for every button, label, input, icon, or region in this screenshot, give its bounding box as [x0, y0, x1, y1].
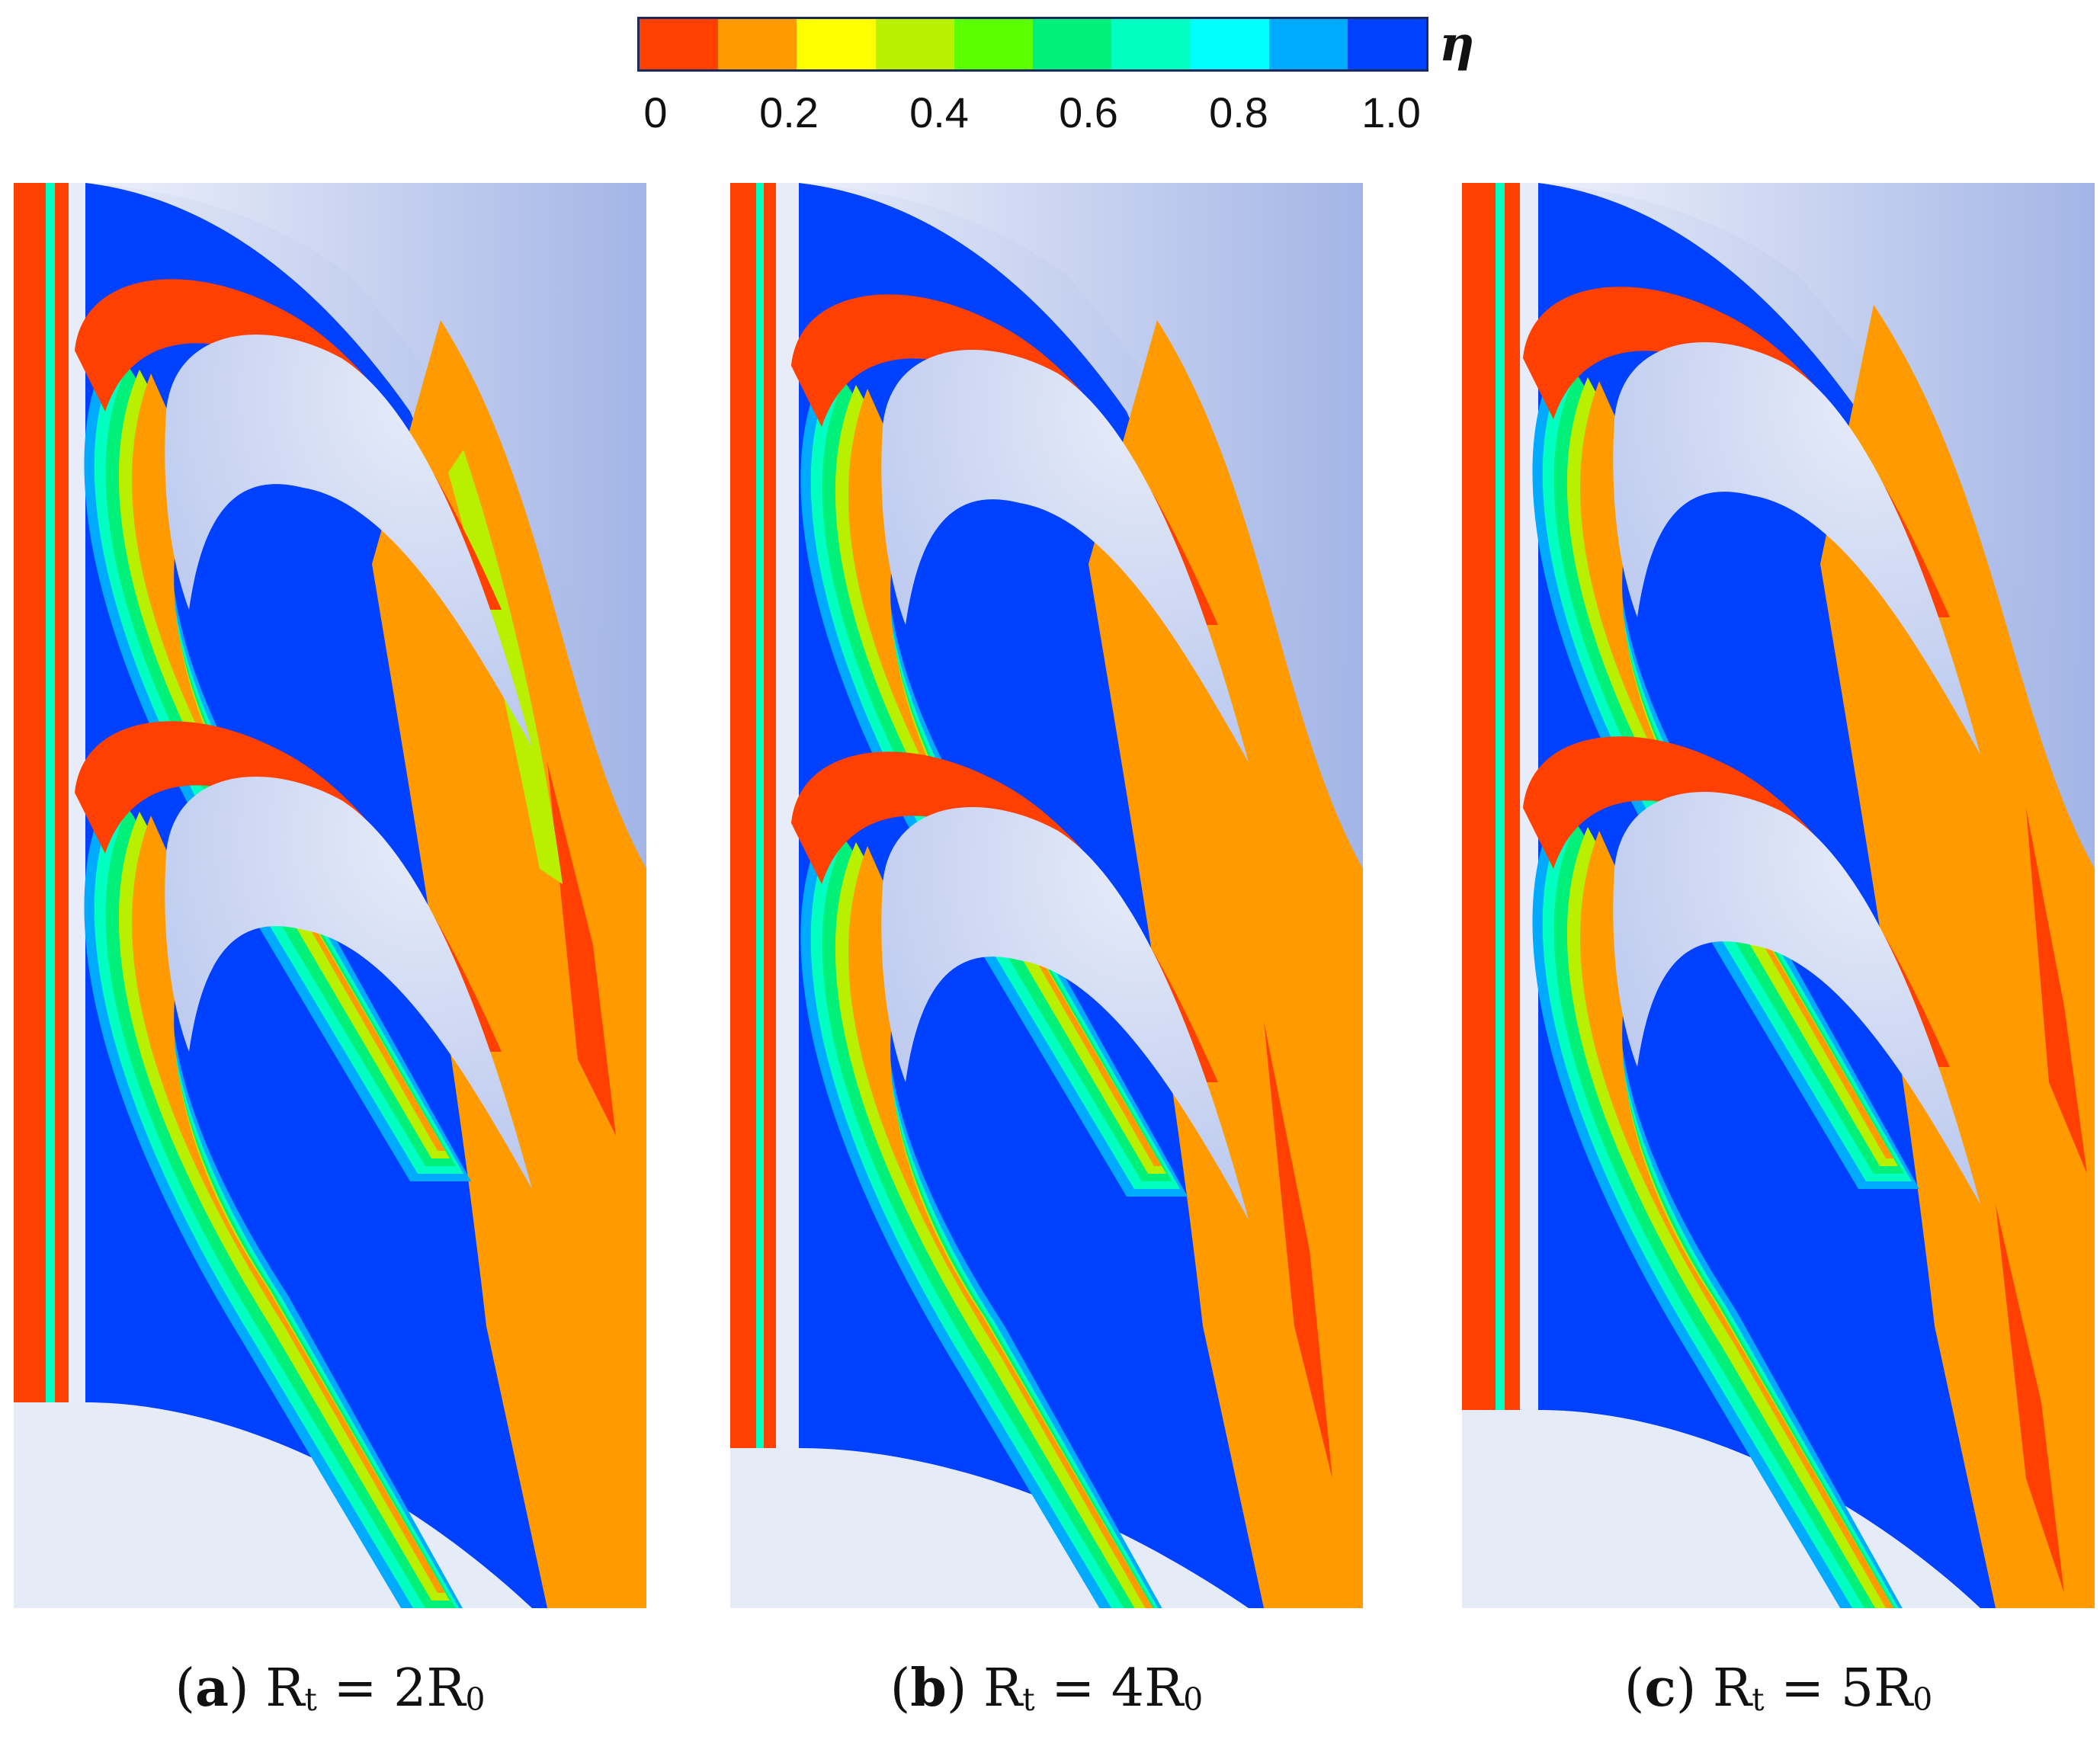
caption-a-letter: a [195, 1658, 229, 1719]
contour-panel-c [1462, 183, 2095, 1608]
colorbar-segment-7 [1111, 19, 1191, 69]
contour-plot-c [1462, 183, 2095, 1608]
caption-b-prefix: R [983, 1658, 1023, 1719]
colorbar-segment-2 [718, 19, 797, 69]
caption-c-sub2: 0 [1912, 1681, 1933, 1719]
caption-a: (a) Rt = 2R0 [175, 1658, 486, 1719]
colorbar-ticks: 0 0.2 0.4 0.6 0.8 1.0 [0, 88, 2100, 149]
caption-b-mid: = 4R [1034, 1658, 1184, 1719]
colorbar-segment-5 [954, 19, 1034, 69]
colorbar-segment-1 [640, 19, 719, 69]
colorbar-segment-9 [1268, 19, 1348, 69]
colorbar-segment-10 [1347, 19, 1427, 69]
colorbar-segment-4 [875, 19, 954, 69]
caption-c: (c) Rt = 5R0 [1624, 1658, 1933, 1719]
caption-c-mid: = 5R [1764, 1658, 1913, 1719]
colorbar-segment-8 [1190, 19, 1269, 69]
contour-plot-b [730, 183, 1363, 1608]
contour-plot-a [14, 183, 646, 1608]
caption-c-letter: c [1644, 1658, 1676, 1719]
caption-a-sub2: 0 [465, 1681, 486, 1719]
contour-panel-a [14, 183, 646, 1608]
caption-b-sub: t [1022, 1681, 1035, 1719]
colorbar-tick-2: 0.4 [909, 88, 969, 136]
colorbar-title: η [1439, 15, 1475, 72]
colorbar-segment-3 [797, 19, 876, 69]
colorbar [637, 17, 1428, 72]
caption-b-letter: b [910, 1658, 947, 1719]
colorbar-tick-0: 0 [643, 88, 668, 136]
colorbar-tick-1: 0.2 [759, 88, 819, 136]
caption-c-prefix: R [1712, 1658, 1752, 1719]
colorbar-tick-5: 1.0 [1361, 88, 1421, 136]
caption-a-mid: = 2R [316, 1658, 466, 1719]
caption-b: (b) Rt = 4R0 [890, 1658, 1204, 1719]
caption-c-sub: t [1752, 1681, 1765, 1719]
contour-panel-b [730, 183, 1363, 1608]
colorbar-segment-6 [1033, 19, 1112, 69]
caption-b-sub2: 0 [1183, 1681, 1204, 1719]
caption-a-prefix: R [265, 1658, 305, 1719]
caption-a-sub: t [304, 1681, 317, 1719]
colorbar-tick-3: 0.6 [1059, 88, 1118, 136]
colorbar-tick-4: 0.8 [1209, 88, 1268, 136]
